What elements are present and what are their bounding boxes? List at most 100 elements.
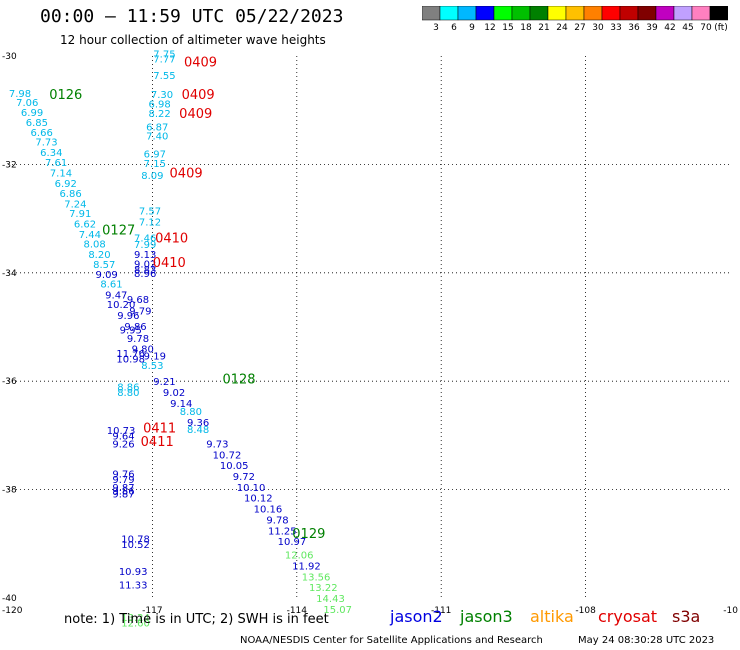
wave-height-label: 7.75 [153, 49, 175, 60]
colorbar-label: 18 [520, 23, 532, 32]
wave-height-label: 13.24 [121, 613, 150, 624]
pass-number-label: 0129 [292, 527, 325, 542]
wave-height-label: 10.16 [254, 505, 283, 516]
colorbar-label: (ft) [714, 23, 728, 32]
wave-height-label: 7.55 [153, 71, 175, 82]
lon-tick-label: -114 [287, 606, 308, 616]
wave-height-label: 6.62 [74, 219, 96, 230]
wave-height-label: 7.24 [64, 199, 86, 210]
wave-height-label: 13.56 [302, 572, 331, 583]
colorbar-label: 12 [484, 23, 495, 32]
pass-number-label: 0409 [179, 107, 212, 122]
wave-height-label: 8.83 [134, 265, 156, 276]
wave-height-label: 7.12 [139, 217, 161, 228]
colorbar-label: 3 [433, 23, 439, 32]
wave-height-label: 8.80 [117, 388, 139, 399]
chart-subtitle: 12 hour collection of altimeter wave hei… [60, 33, 326, 47]
chart-title: 00:00 – 11:59 UTC 05/22/2023 [40, 6, 344, 27]
lon-tick-label: -108 [575, 606, 596, 616]
colorbar-label: 30 [592, 23, 604, 32]
wave-height-label: 6.99 [21, 108, 43, 119]
pass-number-label: 0127 [102, 223, 135, 238]
legend-jason2: jason2 [390, 607, 443, 626]
pass-number-label: 0126 [49, 88, 82, 103]
wave-height-label: 8.22 [148, 109, 170, 120]
wave-height-label: 8.61 [100, 280, 122, 291]
lon-tick-label: -111 [431, 606, 451, 616]
wave-height-label: 8.57 [93, 260, 115, 271]
pass-number-label: 0409 [170, 167, 203, 182]
wave-height-label: 8.86 [117, 383, 139, 394]
wave-height-label: 9.36 [187, 418, 209, 429]
colorbar: 3 6 9 12 15 18 21 24 27 30 33 36 39 42 45 70 (ft) [422, 6, 728, 32]
wave-height-label: 9.64 [112, 431, 134, 442]
wave-height-label: 9.13 [134, 250, 156, 261]
wave-height-label: 10.78 [121, 534, 150, 545]
wave-height-label: 6.86 [59, 189, 81, 200]
colorbar-label: 24 [556, 23, 568, 32]
colorbar-label: 39 [646, 23, 658, 32]
footer-credit: NOAA/NESDIS Center for Satellite Applica… [240, 635, 543, 646]
wave-height-label: 7.57 [139, 206, 161, 217]
wave-height-label: 9.19 [144, 352, 166, 363]
legend-jason3: jason3 [460, 607, 513, 626]
wave-height-label: 9.76 [112, 469, 134, 480]
lon-tick-label: -117 [142, 606, 162, 616]
wave-height-label: 10.93 [119, 567, 148, 578]
legend-altika: altika [530, 607, 574, 626]
pass-number-label: 0411 [141, 435, 174, 450]
wave-height-label: 8.96 [134, 269, 156, 280]
wave-height-label: 10.73 [107, 426, 136, 437]
wave-height-label: 8.80 [180, 407, 202, 418]
wave-height-label: 10.72 [213, 450, 242, 461]
wave-height-label: 9.09 [96, 270, 118, 281]
wave-height-label: 6.97 [144, 150, 166, 161]
colorbar-swatch [709, 6, 728, 21]
wave-height-label: 7.61 [45, 158, 67, 169]
wave-height-label: 6.34 [40, 148, 62, 159]
wave-height-label: 7.91 [69, 209, 91, 220]
lon-tick-label: -120 [2, 606, 23, 616]
wave-height-label: 9.95 [120, 326, 142, 337]
colorbar-label: 33 [610, 23, 621, 32]
wave-height-label: 7.15 [144, 159, 166, 170]
note-text: note: 1) Time is in UTC; 2) SWH is in fe… [64, 612, 329, 627]
wave-height-label: 10.20 [107, 300, 136, 311]
wave-height-label: 8.48 [187, 425, 209, 436]
pass-number-label: 0411 [143, 421, 176, 436]
wave-height-label: 10.12 [244, 494, 273, 505]
lat-tick-label: -38 [2, 486, 17, 496]
wave-height-label: 11.76 [116, 349, 145, 360]
lon-tick-label: -10 [723, 606, 738, 616]
wave-height-label: 9.79 [129, 307, 151, 318]
colorbar-label: 27 [574, 23, 585, 32]
wave-height-label: 9.78 [127, 334, 149, 345]
pass-number-label: 0409 [182, 88, 215, 103]
wave-height-label: 7.14 [50, 169, 72, 180]
pass-number-label: 0409 [184, 55, 217, 70]
colorbar-label: 9 [469, 23, 475, 32]
pass-number-label: 0410 [155, 232, 188, 247]
colorbar-label: 36 [628, 23, 640, 32]
wave-height-label: 11.25 [268, 526, 297, 537]
wave-height-label: 9.87 [112, 489, 134, 500]
colorbar-label: 15 [502, 23, 513, 32]
wave-height-label: 9.47 [105, 290, 127, 301]
wave-height-label: 9.87 [112, 483, 134, 494]
wave-height-label: 6.87 [146, 122, 168, 133]
wave-height-label: 9.73 [206, 440, 228, 451]
legend-cryosat: cryosat [598, 607, 658, 626]
wave-height-label: 15.07 [323, 605, 352, 616]
wave-height-label: 9.79 [112, 475, 134, 486]
wave-height-label: 6.92 [55, 179, 77, 190]
wave-height-label: 13.22 [309, 583, 338, 594]
lat-tick-label: -30 [2, 52, 17, 62]
wave-height-label: 8.20 [88, 250, 110, 261]
pass-number-label: 0410 [153, 256, 186, 271]
lat-tick-label: -40 [2, 594, 17, 604]
wave-height-label: 9.78 [266, 515, 288, 526]
colorbar-label: 21 [538, 23, 549, 32]
wave-height-label: 9.26 [112, 440, 134, 451]
colorbar-label: 70 [700, 23, 712, 32]
